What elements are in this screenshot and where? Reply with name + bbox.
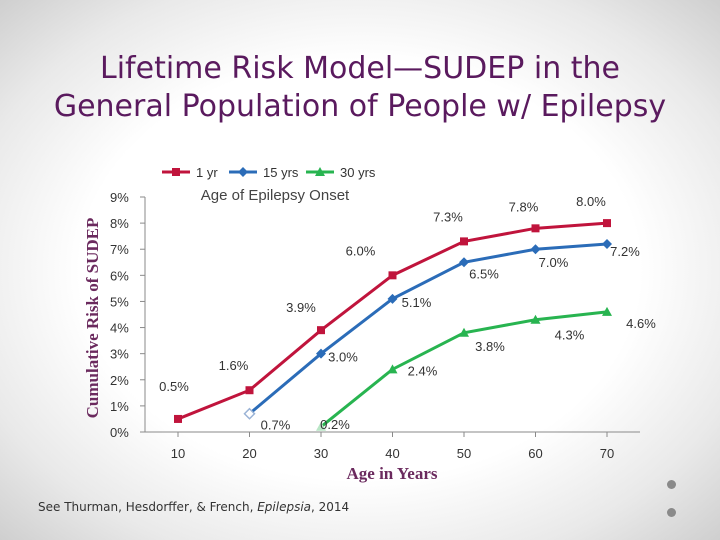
data-label: 7.0% (539, 255, 569, 270)
x-tick-label: 40 (385, 446, 399, 461)
data-point (316, 421, 326, 431)
y-tick-label: 9% (110, 190, 129, 205)
data-label: 4.6% (626, 316, 656, 331)
data-label: 3.9% (286, 300, 316, 315)
data-point (388, 271, 397, 280)
data-point (387, 293, 398, 304)
slide-title-line-1: Lifetime Risk Model—SUDEP in the (100, 51, 620, 86)
data-label: 1.6% (219, 358, 249, 373)
x-tick-label: 10 (171, 446, 185, 461)
data-point (459, 327, 469, 337)
series-line-1-yr (177, 221, 608, 421)
y-tick-label: 8% (110, 216, 129, 231)
data-point (245, 386, 254, 395)
chart-legend: 1 yr 15 yrs 30 yrs (162, 165, 376, 180)
x-tick-label: 30 (314, 446, 328, 461)
legend-label: 1 yr (196, 165, 218, 180)
citation-suffix: , 2014 (311, 500, 350, 514)
data-label: 5.1% (402, 295, 432, 310)
data-point (602, 239, 612, 249)
data-label: 4.3% (555, 328, 585, 343)
chart-axes: 0% 1% 2% 3% 4% 5% 6% 7% 8% 9% 10 20 30 40 50 60 70 (110, 190, 640, 461)
y-tick-label: 6% (110, 268, 129, 283)
slide-title-line-2: General Population of People w/ Epilepsy (53, 89, 667, 124)
data-label: 6.0% (346, 243, 376, 258)
data-point (530, 244, 541, 255)
y-tick-label: 2% (110, 373, 129, 388)
chart-series: 0.5% 1.6% 3.9% 6.0% 7.3% 7.8% 8.0% 0.7% 3.0% 5.1%… (159, 194, 656, 433)
citation: See Thurman, Hesdorffer, & French, Epile… (38, 500, 349, 514)
x-tick-label: 60 (528, 446, 542, 461)
data-point (317, 326, 325, 335)
data-point (459, 257, 469, 268)
series-line-15-yrs (248, 242, 608, 415)
data-point (531, 224, 540, 233)
data-point (602, 306, 612, 316)
data-point (603, 219, 611, 228)
y-axis-label: Cumulative Risk of SUDEP (83, 218, 102, 419)
x-axis-label: Age in Years (347, 464, 438, 483)
y-tick-label: 5% (110, 294, 129, 309)
legend-marker (238, 167, 248, 177)
slide-title: Lifetime Risk Model—SUDEP in the General… (0, 50, 720, 126)
x-tick-label: 70 (600, 446, 614, 461)
decorative-dot-top (667, 480, 676, 489)
y-tick-label: 0% (110, 425, 129, 440)
data-label: 7.8% (509, 199, 539, 214)
x-tick-label: 50 (457, 446, 471, 461)
legend-marker (172, 168, 180, 176)
y-tick-label: 7% (110, 242, 129, 257)
data-point (243, 407, 256, 420)
legend-marker (315, 167, 325, 176)
legend-label: 30 yrs (340, 165, 376, 180)
data-label: 0.2% (320, 417, 350, 432)
y-tick-label: 1% (110, 399, 129, 414)
data-point (530, 314, 541, 324)
legend-label: 15 yrs (263, 165, 299, 180)
decorative-dot-bottom (667, 508, 676, 517)
x-tick-label: 20 (242, 446, 256, 461)
y-tick-label: 3% (110, 347, 129, 362)
citation-prefix: See Thurman, Hesdorffer, & French, (38, 500, 258, 514)
data-label: 7.3% (433, 209, 463, 224)
citation-journal: Epilepsia (257, 500, 312, 514)
data-label: 8.0% (576, 194, 606, 209)
data-point (174, 414, 182, 423)
data-label: 7.2% (610, 244, 640, 259)
data-label: 2.4% (408, 363, 438, 378)
data-label: 0.7% (261, 418, 291, 433)
data-label: 3.0% (328, 350, 358, 365)
legend-title: Age of Epilepsy Onset (201, 187, 350, 204)
data-label: 3.8% (475, 339, 505, 354)
data-label: 0.5% (159, 379, 189, 394)
data-label: 6.5% (469, 266, 499, 281)
y-tick-label: 4% (110, 321, 129, 336)
data-point (460, 237, 468, 246)
data-point (316, 348, 326, 359)
data-point (387, 364, 398, 374)
